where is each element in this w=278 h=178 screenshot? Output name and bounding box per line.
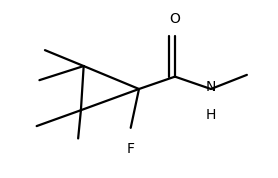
Text: N: N bbox=[206, 80, 216, 94]
Text: O: O bbox=[170, 12, 180, 26]
Text: F: F bbox=[127, 142, 135, 156]
Text: H: H bbox=[206, 108, 216, 122]
